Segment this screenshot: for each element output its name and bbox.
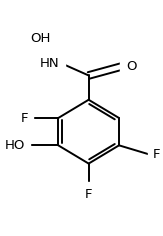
Text: O: O bbox=[126, 60, 136, 73]
Text: F: F bbox=[153, 148, 161, 161]
Text: F: F bbox=[20, 111, 28, 125]
Text: HN: HN bbox=[40, 57, 60, 70]
Text: OH: OH bbox=[30, 32, 50, 45]
Text: F: F bbox=[85, 188, 92, 201]
Text: HO: HO bbox=[4, 139, 25, 152]
